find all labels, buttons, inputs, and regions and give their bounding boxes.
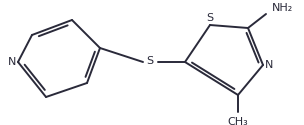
Text: S: S: [206, 13, 214, 23]
Text: N: N: [8, 57, 16, 67]
Text: S: S: [147, 56, 154, 66]
Text: CH₃: CH₃: [228, 117, 248, 125]
Text: NH₂: NH₂: [272, 3, 293, 13]
Text: N: N: [265, 60, 273, 70]
